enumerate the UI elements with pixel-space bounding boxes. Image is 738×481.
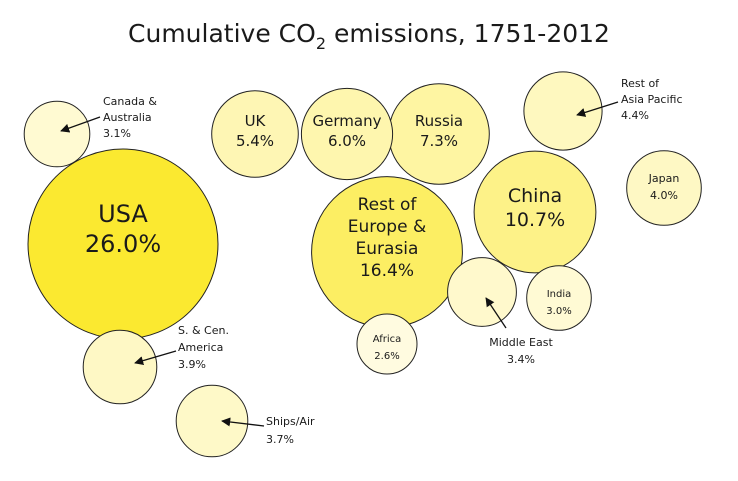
bubble-japan: Japan 4.0% xyxy=(626,150,702,226)
bubble-label-name-africa: Africa xyxy=(373,334,402,345)
bubble-circle-germany xyxy=(300,87,394,181)
bubble-label-name-s-cen-america: America xyxy=(178,341,223,354)
bubble-label-name-japan: Japan xyxy=(648,172,680,185)
bubble-ships-air: Ships/Air 3.7% xyxy=(175,384,315,458)
bubble-canada-australia: Canada & Australia 3.1% xyxy=(23,95,157,168)
bubble-label-name-china: China xyxy=(508,185,562,207)
chart-title: Cumulative CO2 emissions, 1751-2012 xyxy=(128,19,610,53)
bubble-label-name-rest-of-europe-eurasia: Eurasia xyxy=(356,239,419,259)
bubble-arrow-canada-australia xyxy=(60,116,101,133)
bubble-label-name-ships-air: Ships/Air xyxy=(266,415,315,428)
bubble-label-value-russia: 7.3% xyxy=(420,132,458,150)
bubble-label-name-middle-east: Middle East xyxy=(489,336,553,349)
bubble-germany: Germany 6.0% xyxy=(300,87,394,181)
bubble-label-value-africa: 2.6% xyxy=(374,351,399,362)
bubble-s-cen-america: S. & Cen. America 3.9% xyxy=(82,324,229,405)
bubble-uk: UK 5.4% xyxy=(211,90,299,178)
bubble-label-name-s-cen-america: S. & Cen. xyxy=(178,324,229,337)
bubble-circle-middle-east xyxy=(447,257,517,327)
bubble-label-value-germany: 6.0% xyxy=(328,132,366,150)
bubble-arrow-rest-of-asia-pacific xyxy=(576,101,619,117)
bubble-circle-china xyxy=(473,150,597,274)
bubble-label-value-rest-of-europe-eurasia: 16.4% xyxy=(360,261,414,281)
bubble-label-value-middle-east: 3.4% xyxy=(507,353,535,366)
bubble-label-name-rest-of-asia-pacific: Asia Pacific xyxy=(621,93,683,106)
bubble-label-name-canada-australia: Australia xyxy=(103,111,152,124)
bubble-label-name-rest-of-europe-eurasia: Europe & xyxy=(348,217,426,237)
bubble-label-value-china: 10.7% xyxy=(505,209,565,231)
bubble-circle-japan xyxy=(626,150,702,226)
bubble-label-value-uk: 5.4% xyxy=(236,132,274,150)
bubble-middle-east: Middle East 3.4% xyxy=(447,257,553,366)
bubble-label-name-rest-of-asia-pacific: Rest of xyxy=(621,77,660,90)
bubble-circle-india xyxy=(526,265,592,331)
bubble-arrow-ships-air xyxy=(221,417,265,427)
bubble-arrow-s-cen-america xyxy=(134,350,177,366)
bubble-label-name-usa: USA xyxy=(98,200,148,228)
bubble-label-name-germany: Germany xyxy=(313,112,382,130)
bubble-label-value-canada-australia: 3.1% xyxy=(103,127,131,140)
bubble-circle-rest-of-asia-pacific xyxy=(523,71,603,151)
bubble-label-name-canada-australia: Canada & xyxy=(103,95,157,108)
bubble-circle-africa xyxy=(356,313,418,375)
bubble-india: India 3.0% xyxy=(526,265,592,331)
bubble-circle-canada-australia xyxy=(23,100,91,168)
bubble-label-value-india: 3.0% xyxy=(546,306,571,317)
bubble-label-value-japan: 4.0% xyxy=(650,189,678,202)
bubble-label-name-india: India xyxy=(547,289,572,300)
bubble-label-value-rest-of-asia-pacific: 4.4% xyxy=(621,109,649,122)
chart-title-main: Cumulative CO xyxy=(128,19,316,48)
bubble-label-name-uk: UK xyxy=(245,112,267,130)
bubble-circle-uk xyxy=(211,90,299,178)
bubble-circle-ships-air xyxy=(175,384,249,458)
bubble-label-name-russia: Russia xyxy=(415,112,463,130)
bubble-label-value-ships-air: 3.7% xyxy=(266,433,294,446)
bubble-label-value-usa: 26.0% xyxy=(85,230,161,258)
chart-title-rest: emissions, 1751-2012 xyxy=(326,19,610,48)
chart-title-subscript: 2 xyxy=(316,34,326,53)
bubble-russia: Russia 7.3% xyxy=(388,83,490,185)
bubble-label-value-s-cen-america: 3.9% xyxy=(178,358,206,371)
bubble-arrow-middle-east xyxy=(485,297,507,329)
bubble-circle-s-cen-america xyxy=(82,329,158,405)
bubble-rest-of-asia-pacific: Rest of Asia Pacific 4.4% xyxy=(523,71,683,151)
bubble-label-name-rest-of-europe-eurasia: Rest of xyxy=(358,195,418,215)
bubble-africa: Africa 2.6% xyxy=(356,313,418,375)
